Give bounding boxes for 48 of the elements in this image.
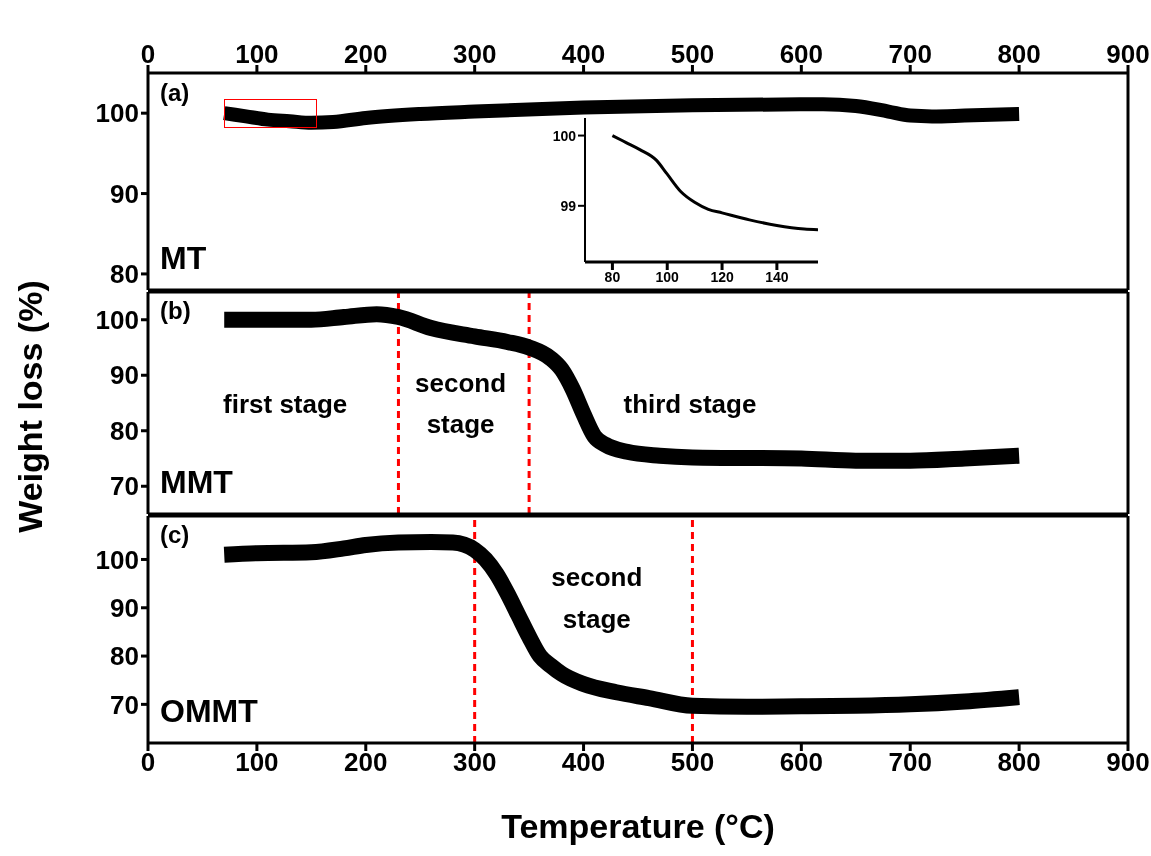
x2-tick-label: 300 xyxy=(452,39,497,69)
y-tick-label: 80 xyxy=(110,641,139,672)
x-tick-label: 120 xyxy=(710,268,734,285)
x-tick-label: 700 xyxy=(888,747,932,778)
y-tick-label: 99 xyxy=(560,197,577,214)
y-tick-label: 70 xyxy=(110,471,139,502)
line-series xyxy=(610,134,818,232)
x2-tick-label: 100 xyxy=(235,39,279,69)
annotation: (c) xyxy=(160,521,190,549)
y-tick-label: 80 xyxy=(110,415,139,446)
y-axis-title: Weight loss (%) xyxy=(10,279,50,535)
x-tick-label: 500 xyxy=(670,747,715,778)
x-tick-label: 800 xyxy=(997,747,1041,778)
x-tick-label: 100 xyxy=(655,268,680,285)
y-tick-label: 100 xyxy=(95,304,139,335)
x2-tick-label: 800 xyxy=(997,39,1041,69)
x2-tick-label: 700 xyxy=(888,39,932,69)
x2-tick-label: 200 xyxy=(344,39,388,69)
y-tick-label: 90 xyxy=(110,178,139,209)
annotation: second stage xyxy=(550,561,644,637)
y-tick-label: 90 xyxy=(110,593,139,623)
x-tick-label: 300 xyxy=(452,747,497,778)
x2-tick-label: 900 xyxy=(1106,39,1150,69)
annotation: first stage xyxy=(223,387,348,421)
y-tick-label: 100 xyxy=(95,98,139,129)
x-tick-label: 100 xyxy=(235,747,279,778)
x2-tick-label: 400 xyxy=(561,39,606,69)
x2-tick-label: 500 xyxy=(670,39,715,69)
x2-tick-label: 600 xyxy=(779,39,824,69)
annotation: (b) xyxy=(160,297,191,325)
annotation: (a) xyxy=(160,79,190,107)
x-tick-label: 140 xyxy=(765,268,789,285)
x-tick-label: 600 xyxy=(779,747,824,778)
y-tick-label: 90 xyxy=(110,360,139,391)
y-tick-label: 70 xyxy=(110,689,139,720)
x-tick-label: 400 xyxy=(561,747,606,778)
annotation: second stage xyxy=(414,367,508,442)
x-tick-label: 900 xyxy=(1106,747,1150,778)
text: MMT xyxy=(160,464,233,501)
x2-tick-label: 0 xyxy=(140,39,156,69)
text: OMMT xyxy=(160,693,258,730)
x-tick-label: 0 xyxy=(140,747,156,778)
x-tick-label: 200 xyxy=(344,747,388,778)
x-axis-title: Temperature (°C) xyxy=(501,807,775,845)
annotation: third stage xyxy=(623,387,757,421)
y-tick-label: 100 xyxy=(95,544,139,575)
x-tick-label: 80 xyxy=(604,268,621,285)
text: MT xyxy=(160,240,207,277)
